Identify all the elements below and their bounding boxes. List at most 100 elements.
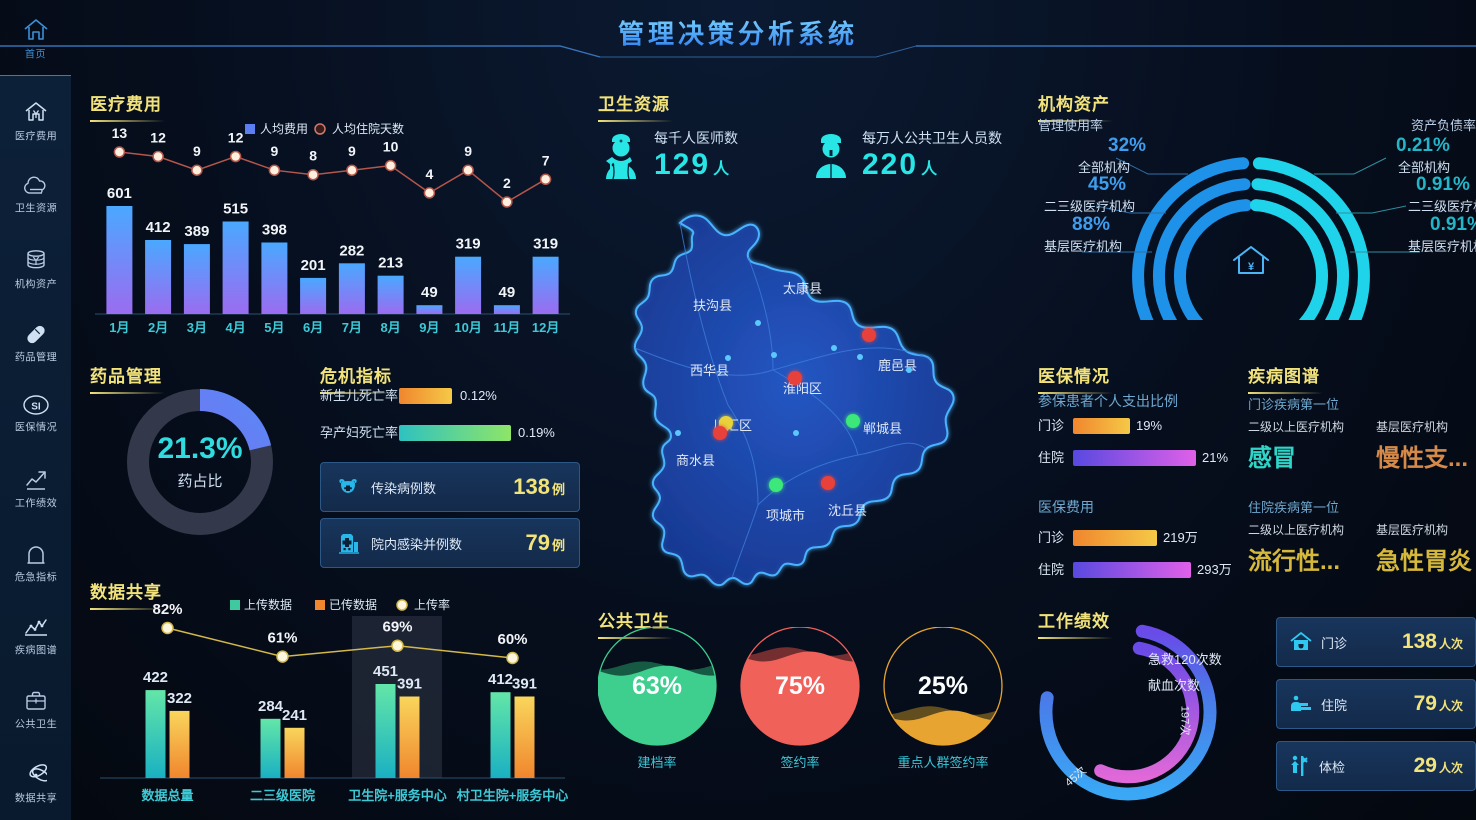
svg-text:孕产妇死亡率: 孕产妇死亡率 (320, 425, 398, 440)
svg-text:沈丘县: 沈丘县 (828, 503, 867, 518)
svg-text:签约率: 签约率 (780, 755, 819, 770)
svg-text:9: 9 (271, 143, 279, 159)
svg-text:412: 412 (488, 671, 513, 688)
svg-text:319: 319 (533, 236, 558, 253)
svg-text:¥: ¥ (1248, 261, 1255, 273)
svg-text:资产负债率: 资产负债率 (1411, 118, 1476, 133)
svg-text:45%: 45% (1088, 174, 1126, 195)
svg-text:389: 389 (184, 223, 209, 240)
svg-text:住院: 住院 (1038, 450, 1064, 465)
svg-text:参保患者个人支出比例: 参保患者个人支出比例 (1038, 393, 1178, 409)
svg-text:0.91%: 0.91% (1430, 214, 1476, 235)
svg-text:21.3%: 21.3% (157, 432, 242, 465)
svg-text:4: 4 (426, 166, 434, 182)
svg-text:2月: 2月 (148, 320, 168, 335)
svg-text:4月: 4月 (225, 320, 245, 335)
svg-text:412: 412 (146, 219, 171, 236)
svg-text:药占比: 药占比 (177, 473, 222, 490)
svg-text:太康县: 太康县 (783, 281, 822, 296)
svg-text:5月: 5月 (264, 320, 284, 335)
svg-text:上传率: 上传率 (414, 598, 450, 612)
svg-text:门诊: 门诊 (1038, 418, 1064, 433)
svg-text:63%: 63% (632, 672, 682, 700)
svg-text:基层医疗机构: 基层医疗机构 (1408, 239, 1476, 254)
svg-text:88%: 88% (1072, 214, 1110, 235)
svg-text:82%: 82% (152, 601, 182, 618)
svg-text:0.19%: 0.19% (518, 425, 555, 440)
svg-text:郸城县: 郸城县 (863, 421, 902, 436)
svg-text:12: 12 (228, 130, 244, 146)
svg-text:全部机构: 全部机构 (1078, 160, 1130, 175)
svg-text:241: 241 (282, 707, 307, 724)
svg-text:二三级医院: 二三级医院 (250, 788, 315, 803)
svg-text:219万: 219万 (1163, 530, 1198, 545)
svg-text:全部机构: 全部机构 (1398, 160, 1450, 175)
svg-text:49: 49 (421, 284, 438, 301)
svg-text:197次: 197次 (1179, 706, 1193, 736)
svg-text:建档率: 建档率 (637, 755, 676, 770)
svg-text:451: 451 (373, 663, 398, 680)
svg-text:9: 9 (464, 143, 472, 159)
svg-text:391: 391 (397, 676, 422, 693)
svg-text:重点人群签约率: 重点人群签约率 (897, 755, 988, 770)
svg-text:门诊: 门诊 (1038, 530, 1064, 545)
svg-text:上传数据: 上传数据 (244, 598, 292, 612)
svg-text:8月: 8月 (380, 320, 400, 335)
svg-text:西华县: 西华县 (690, 363, 729, 378)
svg-text:9: 9 (193, 143, 201, 159)
svg-text:32%: 32% (1108, 135, 1146, 156)
svg-text:9月: 9月 (419, 320, 439, 335)
svg-text:515: 515 (223, 201, 248, 218)
svg-text:25%: 25% (918, 672, 968, 700)
svg-text:人均住院天数: 人均住院天数 (332, 122, 404, 136)
svg-text:医保费用: 医保费用 (1038, 499, 1094, 515)
svg-text:19%: 19% (1136, 418, 1162, 433)
svg-text:293万: 293万 (1197, 562, 1232, 577)
svg-text:6月: 6月 (303, 320, 323, 335)
svg-text:2: 2 (503, 175, 511, 191)
svg-text:1月: 1月 (109, 320, 129, 335)
svg-text:数据总量: 数据总量 (141, 788, 193, 803)
svg-text:7月: 7月 (342, 320, 362, 335)
svg-text:69%: 69% (382, 619, 412, 636)
svg-text:319: 319 (456, 236, 481, 253)
svg-text:二三级医疗机构: 二三级医疗机构 (1044, 199, 1135, 214)
svg-text:3月: 3月 (187, 320, 207, 335)
svg-text:村卫生院+服务中心: 村卫生院+服务中心 (457, 788, 569, 803)
svg-text:0.91%: 0.91% (1416, 174, 1470, 195)
svg-text:9: 9 (348, 143, 356, 159)
svg-text:二三级医疗机构: 二三级医疗机构 (1408, 199, 1476, 214)
svg-text:商水县: 商水县 (676, 453, 715, 468)
svg-text:11月: 11月 (494, 320, 521, 335)
svg-text:201: 201 (301, 257, 326, 274)
svg-text:61%: 61% (267, 630, 297, 647)
svg-text:60%: 60% (497, 631, 527, 648)
svg-text:管理使用率: 管理使用率 (1038, 118, 1103, 133)
svg-text:21%: 21% (1202, 450, 1228, 465)
svg-text:398: 398 (262, 222, 287, 239)
svg-text:13: 13 (112, 125, 128, 141)
svg-text:0.21%: 0.21% (1396, 135, 1450, 156)
svg-text:391: 391 (512, 676, 537, 693)
svg-text:284: 284 (258, 698, 284, 715)
svg-text:12: 12 (150, 130, 166, 146)
svg-text:10: 10 (383, 139, 399, 155)
svg-text:422: 422 (143, 669, 168, 686)
svg-text:7: 7 (542, 152, 550, 168)
svg-text:49: 49 (499, 284, 516, 301)
svg-text:10月: 10月 (454, 320, 481, 335)
svg-text:282: 282 (339, 242, 364, 259)
svg-text:0.12%: 0.12% (460, 388, 497, 403)
svg-text:8: 8 (309, 148, 317, 164)
svg-text:SI: SI (31, 402, 41, 413)
svg-text:住院: 住院 (1038, 562, 1064, 577)
svg-text:基层医疗机构: 基层医疗机构 (1044, 239, 1122, 254)
svg-text:75%: 75% (775, 672, 825, 700)
svg-text:已传数据: 已传数据 (329, 598, 377, 612)
svg-text:人均费用: 人均费用 (260, 122, 308, 136)
svg-text:卫生院+服务中心: 卫生院+服务中心 (348, 788, 447, 803)
svg-text:213: 213 (378, 255, 403, 272)
svg-text:322: 322 (167, 690, 192, 707)
svg-text:项城市: 项城市 (766, 508, 805, 523)
svg-text:新生儿死亡率: 新生儿死亡率 (320, 388, 398, 403)
